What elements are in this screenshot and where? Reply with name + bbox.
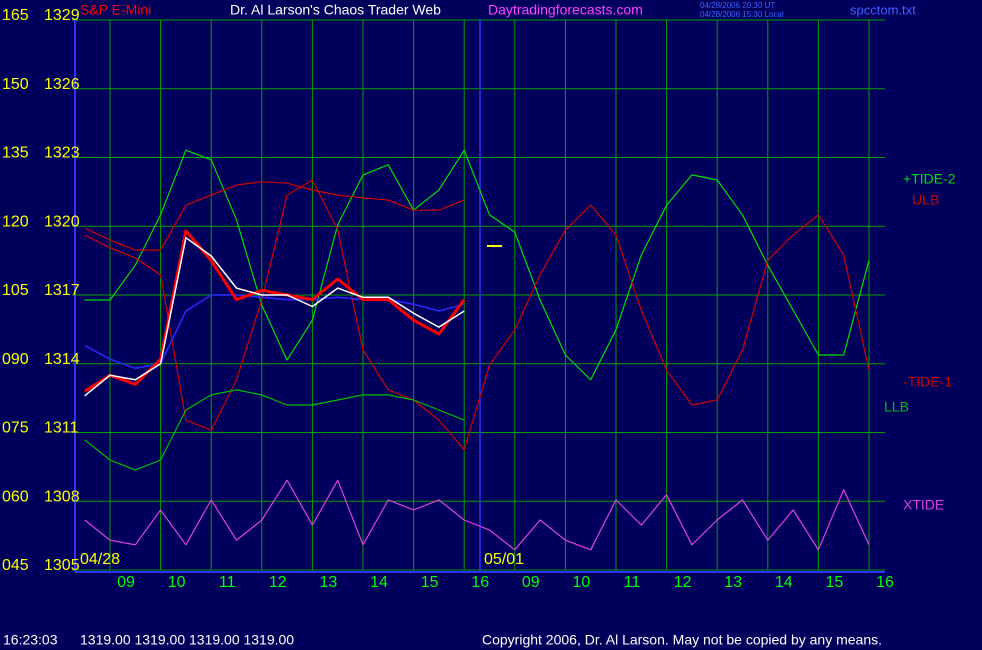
- x-tick-label: 10: [168, 574, 186, 591]
- annotation: Daytradingforecasts.com: [488, 2, 643, 18]
- annotation: 04/28/2006 20:30 UT: [700, 1, 775, 10]
- annotation: 05/01: [484, 551, 524, 568]
- x-tick-label: 10: [573, 574, 591, 591]
- x-tick-label: 14: [370, 574, 388, 591]
- y2-tick-label: 1326: [44, 76, 80, 93]
- x-tick-label: 16: [876, 574, 894, 591]
- x-tick-label: 12: [674, 574, 692, 591]
- y-tick-label: 045: [2, 557, 29, 574]
- series-line: [84, 389, 465, 471]
- y2-tick-label: 1320: [44, 213, 80, 230]
- x-tick-label: 14: [775, 574, 793, 591]
- y-tick-label: 150: [2, 76, 29, 93]
- legend-label: ULB: [912, 192, 939, 208]
- y-tick-label: 075: [2, 420, 29, 437]
- x-tick-label: 13: [724, 574, 742, 591]
- annotation: 04/28/2006 15:30 Local: [700, 10, 784, 19]
- x-tick-label: 09: [522, 574, 540, 591]
- x-tick-label: 13: [320, 574, 338, 591]
- legend-label: -TIDE-1: [903, 374, 952, 390]
- y-tick-label: 060: [2, 488, 29, 505]
- text-layer: 0450600750901051201351501651305130813111…: [2, 1, 956, 648]
- x-tick-label: 12: [269, 574, 287, 591]
- x-tick-label: 11: [624, 574, 641, 591]
- x-tick-label: 15: [421, 574, 439, 591]
- y2-tick-label: 1317: [44, 282, 80, 299]
- series-line: [84, 236, 465, 397]
- y2-tick-label: 1308: [44, 488, 80, 505]
- y-tick-label: 105: [2, 282, 29, 299]
- x-tick-label: 09: [117, 574, 135, 591]
- chart-title: Dr. Al Larson's Chaos Trader Web: [230, 2, 441, 18]
- series-line: [84, 179, 870, 451]
- y2-tick-label: 1305: [44, 557, 80, 574]
- series-line: [84, 149, 870, 381]
- y-tick-label: 135: [2, 145, 29, 162]
- y-tick-label: 090: [2, 351, 29, 368]
- y-tick-label: 165: [2, 7, 29, 24]
- y-tick-label: 120: [2, 213, 29, 230]
- legend-label: S&P E-Mini: [80, 2, 151, 18]
- series-layer: [83, 149, 870, 551]
- annotation: 1319.00 1319.00 1319.00 1319.00: [80, 632, 294, 648]
- y2-tick-label: 1311: [44, 420, 79, 437]
- y2-tick-label: 1329: [44, 7, 80, 24]
- series-line: [84, 479, 870, 551]
- legend-label: XTIDE: [903, 497, 944, 513]
- annotation: 16:23:03: [3, 632, 58, 648]
- series-line: [84, 294, 465, 370]
- y2-tick-label: 1314: [44, 351, 80, 368]
- legend-label: LLB: [884, 399, 909, 415]
- annotation: spcctom.txt: [850, 2, 916, 17]
- x-tick-label: 11: [219, 574, 236, 591]
- annotation: 04/28: [80, 551, 120, 568]
- series-line: [84, 181, 465, 251]
- x-tick-label: 16: [471, 574, 489, 591]
- x-tick-label: 15: [826, 574, 844, 591]
- legend-label: +TIDE-2: [903, 171, 956, 187]
- y2-tick-label: 1323: [44, 145, 80, 162]
- annotation: Copyright 2006, Dr. Al Larson. May not b…: [482, 632, 882, 648]
